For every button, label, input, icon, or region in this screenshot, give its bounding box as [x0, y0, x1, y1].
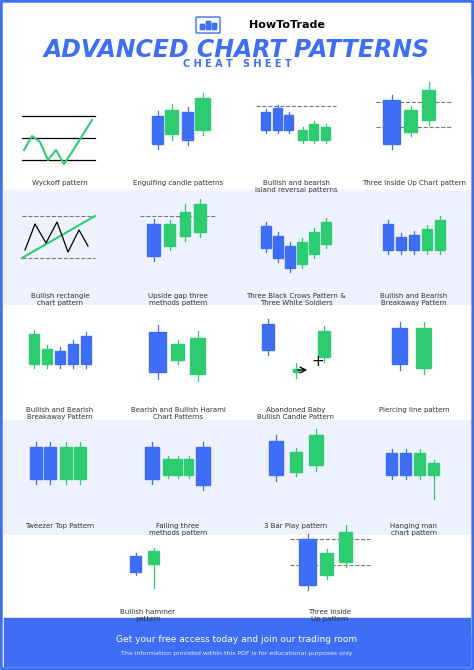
Bar [285, 246, 295, 268]
Bar [148, 551, 159, 564]
Bar [392, 328, 408, 364]
Bar [383, 100, 401, 144]
Bar [165, 110, 179, 134]
Bar [55, 351, 65, 364]
Text: The information provided within this PDF is for educational purposes only: The information provided within this PDF… [121, 651, 353, 657]
Bar [269, 441, 283, 475]
Bar [172, 344, 184, 360]
Bar [74, 447, 86, 479]
Text: Bullish and bearish
island reversal patterns: Bullish and bearish island reversal patt… [255, 180, 337, 193]
Bar [309, 435, 323, 465]
Bar [293, 369, 299, 372]
Bar [164, 459, 173, 475]
Text: Piercing line pattern: Piercing line pattern [379, 407, 449, 413]
Bar [284, 115, 293, 130]
Bar [309, 232, 319, 254]
Bar [422, 90, 436, 120]
Bar [290, 452, 302, 472]
Bar [386, 453, 398, 475]
Bar [414, 453, 426, 475]
Text: Get your free access today and join our trading room: Get your free access today and join our … [117, 636, 357, 645]
Text: Bullish and Bearish
Breakaway Pattern: Bullish and Bearish Breakaway Pattern [27, 407, 94, 420]
Text: Engulfing candle patterns: Engulfing candle patterns [133, 180, 223, 186]
Bar [310, 124, 319, 140]
Text: C H E A T   S H E E T: C H E A T S H E E T [182, 59, 292, 69]
Bar [180, 212, 190, 236]
Bar [200, 24, 204, 29]
Text: Bullish and Bearish
Breakaway Pattern: Bullish and Bearish Breakaway Pattern [380, 293, 447, 306]
Bar [173, 459, 182, 475]
Bar [194, 204, 206, 232]
Bar [147, 224, 161, 256]
Bar [212, 23, 216, 29]
Bar [212, 23, 216, 29]
Text: +: + [311, 354, 324, 369]
Bar [435, 220, 445, 250]
Bar [339, 532, 353, 562]
Bar [4, 190, 470, 305]
Text: Wyckoff pattern: Wyckoff pattern [32, 180, 88, 186]
Bar [191, 338, 206, 374]
Bar [273, 236, 283, 258]
Bar [4, 75, 470, 190]
Bar [261, 226, 271, 248]
Bar [196, 447, 210, 485]
Text: Hanging man
chart pattern: Hanging man chart pattern [391, 523, 438, 536]
Bar [404, 110, 418, 132]
Bar [409, 235, 419, 250]
Text: Upside gap three
methods pattern: Upside gap three methods pattern [148, 293, 208, 306]
Bar [182, 112, 193, 140]
Bar [428, 463, 439, 475]
Text: Bullish hammer
pattern: Bullish hammer pattern [120, 609, 175, 622]
Bar [417, 328, 431, 368]
Bar [4, 305, 470, 420]
Bar [153, 116, 164, 144]
Text: Three Inside Up Chart pattern: Three Inside Up Chart pattern [362, 180, 466, 186]
Bar [195, 98, 210, 130]
Bar [29, 334, 39, 364]
Bar [200, 24, 204, 29]
Bar [206, 21, 210, 29]
Bar [262, 112, 271, 130]
Text: Tweezer Top Pattern: Tweezer Top Pattern [26, 523, 95, 529]
Bar [130, 556, 142, 572]
Text: ADVANCED CHART PATTERNS: ADVANCED CHART PATTERNS [44, 38, 430, 62]
Bar [320, 553, 334, 575]
Bar [4, 535, 470, 635]
Bar [321, 222, 331, 244]
Bar [318, 331, 330, 357]
Bar [396, 237, 406, 250]
Bar [81, 336, 91, 364]
Bar [145, 447, 159, 479]
Bar [383, 224, 393, 250]
Bar [184, 459, 193, 475]
Text: Abandoned Baby
Bullish Candle Pattern: Abandoned Baby Bullish Candle Pattern [257, 407, 335, 420]
Bar [42, 349, 52, 364]
Bar [422, 229, 432, 250]
Bar [68, 344, 78, 364]
Bar [4, 420, 470, 535]
Text: Falling three
methods pattern: Falling three methods pattern [149, 523, 207, 536]
Bar [401, 453, 411, 475]
FancyBboxPatch shape [196, 17, 220, 33]
Text: 3 Bar Play pattern: 3 Bar Play pattern [264, 523, 328, 529]
Text: Bearish and Bullish Harami
Chart Patterns: Bearish and Bullish Harami Chart Pattern… [130, 407, 226, 420]
Bar [297, 242, 307, 264]
Bar [164, 224, 175, 246]
Text: HowToTrade: HowToTrade [249, 20, 325, 30]
Bar [262, 324, 274, 350]
Bar [300, 539, 317, 585]
Bar [30, 447, 42, 479]
Bar [149, 332, 166, 372]
Bar [44, 447, 56, 479]
Bar [321, 127, 330, 140]
Bar [60, 447, 72, 479]
Bar [4, 618, 470, 666]
Text: Three Inside
Up pattern: Three Inside Up pattern [309, 609, 352, 622]
Text: Bullish rectangle
chart pattern: Bullish rectangle chart pattern [31, 293, 89, 306]
Text: Three Black Crows Pattern &
Three White Soldiers: Three Black Crows Pattern & Three White … [246, 293, 346, 306]
Bar [299, 130, 308, 140]
Bar [206, 21, 210, 29]
Bar [273, 108, 283, 130]
